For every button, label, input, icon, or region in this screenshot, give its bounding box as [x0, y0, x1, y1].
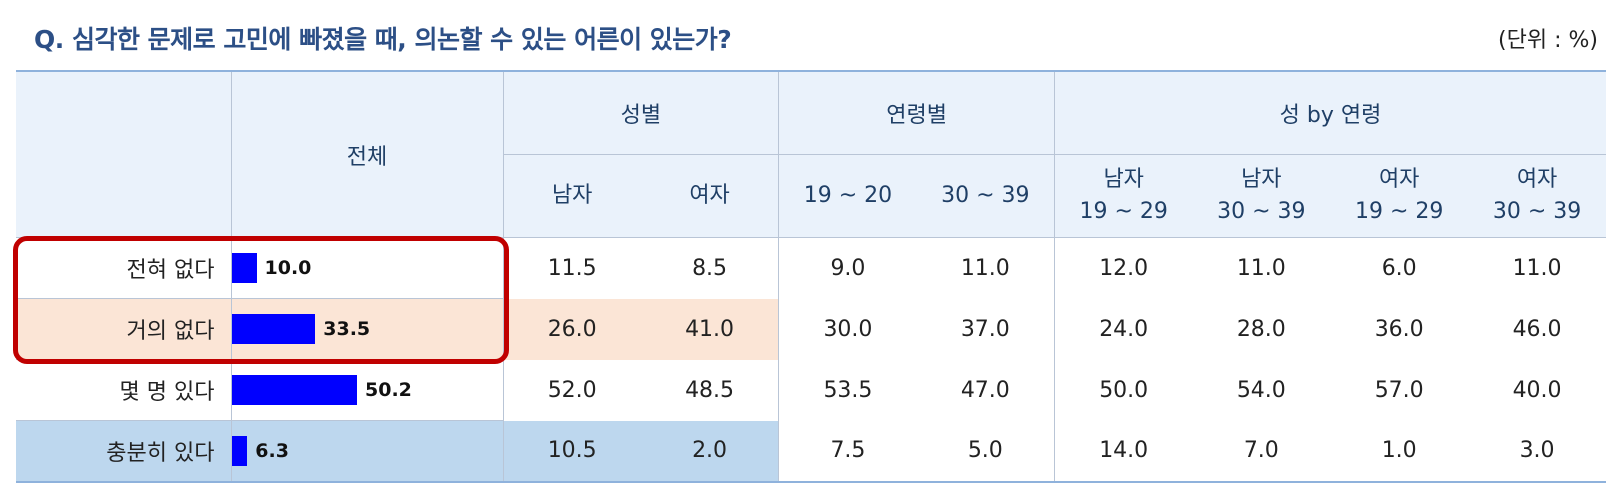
header-sub-age-30-39: 30 ~ 39 [916, 154, 1055, 238]
value-cell: 8.5 [692, 255, 728, 281]
total-bar [231, 436, 248, 466]
value-cell: 12.0 [1054, 237, 1193, 299]
total-bar-label: 10.0 [264, 257, 312, 279]
value-cell: 30.0 [778, 298, 917, 360]
header-sub-male: 남자 [502, 154, 641, 238]
header-sub-text: 19 ~ 29 [1079, 199, 1168, 224]
header-sub-text: 남자 [1103, 167, 1144, 192]
page-title: Q. 심각한 문제로 고민에 빠졌을 때, 의논할 수 있는 어른이 있는가? [34, 25, 732, 54]
value-cell: 7.0 [1192, 420, 1331, 483]
value-cell: 36.0 [1374, 316, 1424, 342]
total-cell: 33.5 [230, 298, 503, 360]
header-sub-text: 여자 [1378, 167, 1420, 192]
header-sub-text: 여자 [689, 183, 730, 208]
value-cell: 9.0 [778, 237, 917, 299]
header-sub-female-19-29: 여자 19 ~ 29 [1330, 154, 1469, 238]
value-cell: 11.0 [1512, 255, 1562, 281]
header-row-groups: 전체 성별 연령별 성 by 연령 [16, 70, 1606, 238]
table-row: 거의 없다 33.5 26.0 41.0 30.0 37.0 24.0 28.0 36.0 46.… [16, 298, 1606, 360]
value-cell: 2.0 [640, 420, 779, 483]
value-cell: 24.0 [1054, 298, 1193, 360]
total-bar [231, 314, 316, 344]
header-group-gender-by-age: 성 by 연령 [1054, 70, 1606, 155]
value-cell: 57.0 [1374, 377, 1424, 403]
value-cell: 50.0 [1054, 359, 1193, 421]
row-label: 거의 없다 [16, 298, 231, 360]
value-cell: 26.0 [502, 298, 641, 360]
value-cell: 53.5 [778, 359, 917, 421]
header-sub-text: 30 ~ 39 [1492, 199, 1582, 224]
total-bar [231, 253, 257, 283]
value-cell: 40.0 [1512, 377, 1562, 403]
value-cell: 52.0 [502, 359, 641, 421]
value-cell: 47.0 [960, 377, 1010, 403]
header-total: 전체 [230, 70, 503, 238]
table-row: 충분히 있다 6.3 10.5 2.0 7.5 5.0 14.0 7.0 1.0 3.0 [16, 420, 1606, 483]
header-sub-text: 남자 [1241, 167, 1282, 192]
value-cell: 28.0 [1236, 316, 1286, 342]
header-sub-text: 30 ~ 39 [1217, 199, 1306, 224]
header-sub-text: 30 ~ 39 [941, 183, 1030, 208]
total-cell: 10.0 [230, 237, 503, 299]
total-bar-label: 50.2 [365, 379, 412, 401]
value-cell: 54.0 [1236, 377, 1286, 403]
total-cell: 6.3 [230, 420, 503, 483]
row-label: 충분히 있다 [16, 420, 231, 483]
value-cell: 6.0 [1381, 255, 1417, 281]
header-corner [16, 70, 231, 238]
value-cell: 1.0 [1330, 420, 1469, 483]
value-cell: 14.0 [1054, 420, 1193, 483]
value-cell: 48.5 [685, 377, 735, 403]
value-cell: 5.0 [916, 420, 1055, 483]
value-cell: 37.0 [960, 316, 1010, 342]
header-sub-female-30-39: 여자 30 ~ 39 [1468, 154, 1606, 238]
value-cell: 11.0 [960, 255, 1010, 281]
total-cell: 50.2 [230, 359, 503, 421]
unit-label: (단위 : %) [1498, 28, 1598, 53]
value-cell: 11.5 [502, 237, 641, 299]
total-bar-label: 33.5 [323, 318, 371, 340]
results-table: 전체 성별 연령별 성 by 연령 남자 여자 19 ~ 20 30 ~ 39 … [16, 70, 1606, 483]
header-sub-age-19-20: 19 ~ 20 [778, 154, 917, 238]
table-row: 전혀 없다 10.0 11.5 8.5 9.0 11.0 12.0 11.0 6.0 11.0 [16, 237, 1606, 299]
value-cell: 46.0 [1512, 316, 1562, 342]
header-group-age: 연령별 [778, 70, 1055, 155]
value-cell: 11.0 [1236, 255, 1286, 281]
header-sub-male-19-29: 남자 19 ~ 29 [1054, 154, 1193, 238]
header-sub-text: 남자 [551, 183, 593, 208]
header-sub-text: 여자 [1516, 167, 1558, 192]
total-bar [231, 375, 357, 405]
header-sub-female: 여자 [640, 154, 779, 238]
table-row: 몇 명 있다 50.2 52.0 48.5 53.5 47.0 50.0 54.0 57.0 40… [16, 359, 1606, 421]
row-label: 전혀 없다 [16, 237, 231, 299]
header-sub-text: 19 ~ 20 [803, 183, 893, 208]
header-sub-male-30-39: 남자 30 ~ 39 [1192, 154, 1331, 238]
row-label: 몇 명 있다 [16, 359, 231, 421]
total-bar-label: 6.3 [255, 440, 289, 462]
value-cell: 41.0 [640, 298, 779, 360]
value-cell: 10.5 [502, 420, 641, 483]
header-group-gender: 성별 [502, 70, 779, 155]
header-row-subcolumns: 남자 여자 19 ~ 20 30 ~ 39 남자 19 ~ 29 남자 30 ~ 3… [16, 154, 1606, 238]
highlight-box [13, 236, 509, 364]
value-cell: 3.0 [1468, 420, 1606, 483]
value-cell: 7.5 [778, 420, 917, 483]
header-sub-text: 19 ~ 29 [1354, 199, 1444, 224]
